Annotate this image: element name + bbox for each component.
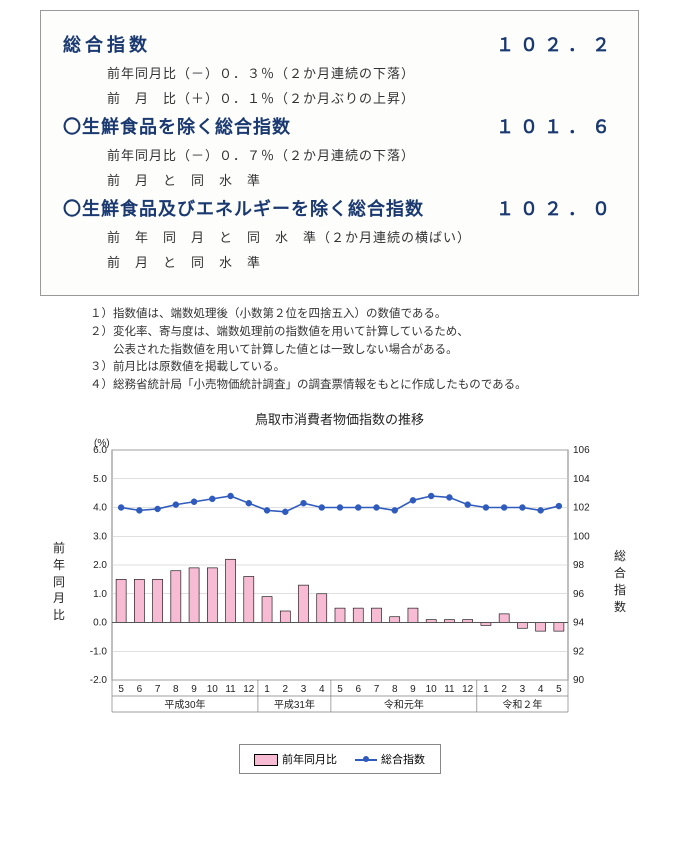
svg-text:92: 92	[573, 646, 585, 657]
legend-bar: 前年同月比	[254, 751, 337, 767]
note-line: ３）前月比は原数値を掲載している。	[90, 359, 589, 377]
svg-text:4: 4	[537, 684, 543, 695]
svg-text:2.0: 2.0	[93, 560, 107, 571]
index-value: １０２．０	[496, 195, 616, 221]
svg-text:-2.0: -2.0	[89, 675, 107, 686]
svg-text:平成31年: 平成31年	[273, 698, 314, 711]
index-subline: 前年同月比（－）０．７％（２か月連続の下落）	[107, 145, 616, 164]
svg-text:4.0: 4.0	[93, 503, 107, 514]
svg-text:12: 12	[462, 684, 474, 695]
svg-text:9: 9	[191, 684, 197, 695]
index-subline: 前 年 同 月 と 同 水 準（２か月連続の横ばい）	[107, 227, 616, 246]
svg-text:11: 11	[225, 684, 236, 695]
svg-text:106: 106	[573, 445, 590, 456]
svg-text:3.0: 3.0	[93, 531, 107, 542]
svg-text:3: 3	[519, 684, 525, 695]
svg-text:1: 1	[483, 684, 489, 695]
index-value: １０１．６	[496, 113, 616, 139]
svg-text:90: 90	[573, 675, 585, 686]
chart-legend: 前年同月比 総合指数	[239, 744, 441, 774]
svg-text:平成30年: 平成30年	[164, 698, 205, 711]
svg-text:104: 104	[573, 474, 590, 485]
index-row: 〇生鮮食品を除く総合指数 １０１．６	[63, 113, 616, 139]
note-line: １）指数値は、端数処理後（小数第２位を四捨五入）の数値である。	[90, 306, 589, 324]
svg-text:11: 11	[444, 684, 455, 695]
svg-text:6: 6	[136, 684, 142, 695]
svg-text:5: 5	[337, 684, 343, 695]
svg-text:10: 10	[206, 684, 218, 695]
svg-text:96: 96	[573, 589, 585, 600]
svg-text:令和２年: 令和２年	[502, 698, 542, 711]
index-value: １０２．２	[496, 31, 616, 57]
svg-text:2: 2	[282, 684, 288, 695]
svg-text:6: 6	[355, 684, 361, 695]
svg-text:令和元年: 令和元年	[383, 698, 423, 711]
svg-text:7: 7	[373, 684, 379, 695]
svg-text:1.0: 1.0	[93, 589, 107, 600]
index-subline: 前 月 と 同 水 準	[107, 252, 616, 271]
note-line: ２）変化率、寄与度は、端数処理前の指数値を用いて計算しているため、	[90, 324, 589, 342]
index-subline: 前 月 と 同 水 準	[107, 170, 616, 189]
index-row: 総合指数 １０２．２	[63, 31, 616, 57]
notes: １）指数値は、端数処理後（小数第２位を四捨五入）の数値である。２）変化率、寄与度…	[90, 306, 589, 395]
note-line: 公表された指数値を用いて計算した値とは一致しない場合がある。	[90, 342, 589, 360]
svg-text:7: 7	[154, 684, 160, 695]
svg-text:-1.0: -1.0	[89, 646, 107, 657]
svg-text:5: 5	[118, 684, 124, 695]
svg-text:102: 102	[573, 503, 590, 514]
svg-text:5.0: 5.0	[93, 474, 107, 485]
chart-title: 鳥取市消費者物価指数の推移	[50, 409, 629, 428]
svg-text:2: 2	[501, 684, 507, 695]
index-subline: 前 月 比（＋）０．１％（２か月ぶりの上昇）	[107, 88, 616, 107]
svg-text:5: 5	[556, 684, 562, 695]
svg-text:0.0: 0.0	[93, 618, 107, 629]
svg-text:(%): (%)	[94, 438, 110, 449]
svg-text:100: 100	[573, 531, 590, 542]
svg-text:8: 8	[173, 684, 179, 695]
chart-section: 鳥取市消費者物価指数の推移 前年同月比 -2.0 -1.0 0.0 1.0 2.0 3.0…	[50, 409, 629, 774]
cpi-chart: -2.0-1.00.01.02.03.04.05.06.090929496981…	[70, 432, 610, 732]
svg-text:10: 10	[425, 684, 437, 695]
index-title: 〇生鮮食品及びエネルギーを除く総合指数	[63, 195, 424, 221]
left-axis-label: 前年同月比	[50, 540, 68, 624]
legend-line: 総合指数	[355, 751, 425, 767]
svg-text:94: 94	[573, 618, 585, 629]
svg-text:3: 3	[300, 684, 306, 695]
index-title: 総合指数	[63, 31, 151, 57]
svg-text:12: 12	[243, 684, 255, 695]
right-axis-label: 総合指数	[611, 548, 629, 615]
svg-text:1: 1	[264, 684, 270, 695]
summary-box: 総合指数 １０２．２ 前年同月比（－）０．３％（２か月連続の下落） 前 月 比（＋）０…	[40, 10, 639, 296]
index-title: 〇生鮮食品を除く総合指数	[63, 113, 291, 139]
svg-text:4: 4	[318, 684, 324, 695]
svg-text:9: 9	[410, 684, 416, 695]
svg-text:8: 8	[391, 684, 397, 695]
svg-text:98: 98	[573, 560, 585, 571]
index-subline: 前年同月比（－）０．３％（２か月連続の下落）	[107, 63, 616, 82]
note-line: ４）総務省統計局「小売物価統計調査」の調査票情報をもとに作成したものである。	[90, 377, 589, 395]
index-row: 〇生鮮食品及びエネルギーを除く総合指数 １０２．０	[63, 195, 616, 221]
